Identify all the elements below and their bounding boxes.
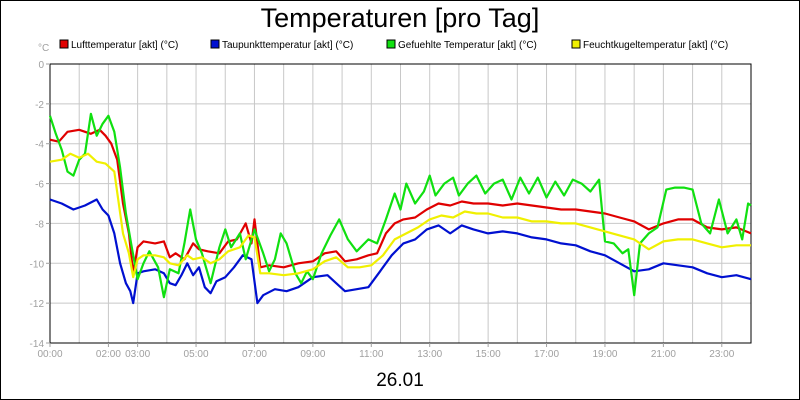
chart-title: Temperaturen [pro Tag] xyxy=(261,3,540,33)
x-axis-ticks: 00:00 02:00 03:00 05:00 07:00 09:00 11:00 13:00… xyxy=(37,343,735,360)
legend-swatch-0 xyxy=(59,39,69,49)
x-tick-label: 05:00 xyxy=(184,349,209,360)
x-tick-label: 07:00 xyxy=(242,349,267,360)
legend-label-1: Taupunkttemperatur [akt] (°C) xyxy=(222,40,353,51)
legend-label-3: Feuchtkugeltemperatur [akt] (°C) xyxy=(583,40,728,51)
x-tick-label: 13:00 xyxy=(417,349,442,360)
series-line-2 xyxy=(48,112,752,299)
series-line-1 xyxy=(49,198,752,305)
x-tick-label: 03:00 xyxy=(125,349,150,360)
x-tick-label: 15:00 xyxy=(476,349,501,360)
y-tick-label: -4 xyxy=(35,140,44,151)
x-tick-label: 17:00 xyxy=(534,349,559,360)
x-tick-label: 19:00 xyxy=(592,349,617,360)
y-tick-label: -14 xyxy=(30,339,45,350)
legend-label-2: Gefuehlte Temperatur [akt] (°C) xyxy=(398,40,537,51)
y-axis-ticks: 0 -2 -4 -6 -8 -10 -12 -14 xyxy=(30,60,50,350)
series-lines xyxy=(48,112,752,305)
x-tick-label: 11:00 xyxy=(359,349,384,360)
y-tick-label: -8 xyxy=(35,219,44,230)
x-tick-label: 23:00 xyxy=(709,349,734,360)
legend-swatch-2 xyxy=(386,39,396,49)
x-tick-label: 00:00 xyxy=(37,349,62,360)
y-axis-unit: °C xyxy=(38,43,49,54)
legend-swatch-3 xyxy=(571,39,581,49)
y-tick-label: -10 xyxy=(30,259,45,270)
x-tick-label: 09:00 xyxy=(300,349,325,360)
legend-swatch-1 xyxy=(210,39,220,49)
legend: Lufttemperatur [akt] (°C) Taupunkttempera… xyxy=(59,39,728,51)
y-tick-label: 0 xyxy=(38,60,44,71)
plot-area xyxy=(49,63,752,344)
x-tick-label: 21:00 xyxy=(651,349,676,360)
y-tick-label: -6 xyxy=(35,180,44,191)
x-axis-date-label: 26.01 xyxy=(376,370,424,391)
grid xyxy=(50,64,751,343)
legend-label-0: Lufttemperatur [akt] (°C) xyxy=(71,40,178,51)
y-tick-label: -2 xyxy=(35,100,44,111)
x-tick-label: 02:00 xyxy=(96,349,121,360)
series-line-3 xyxy=(49,152,751,279)
y-tick-label: -12 xyxy=(30,299,45,310)
